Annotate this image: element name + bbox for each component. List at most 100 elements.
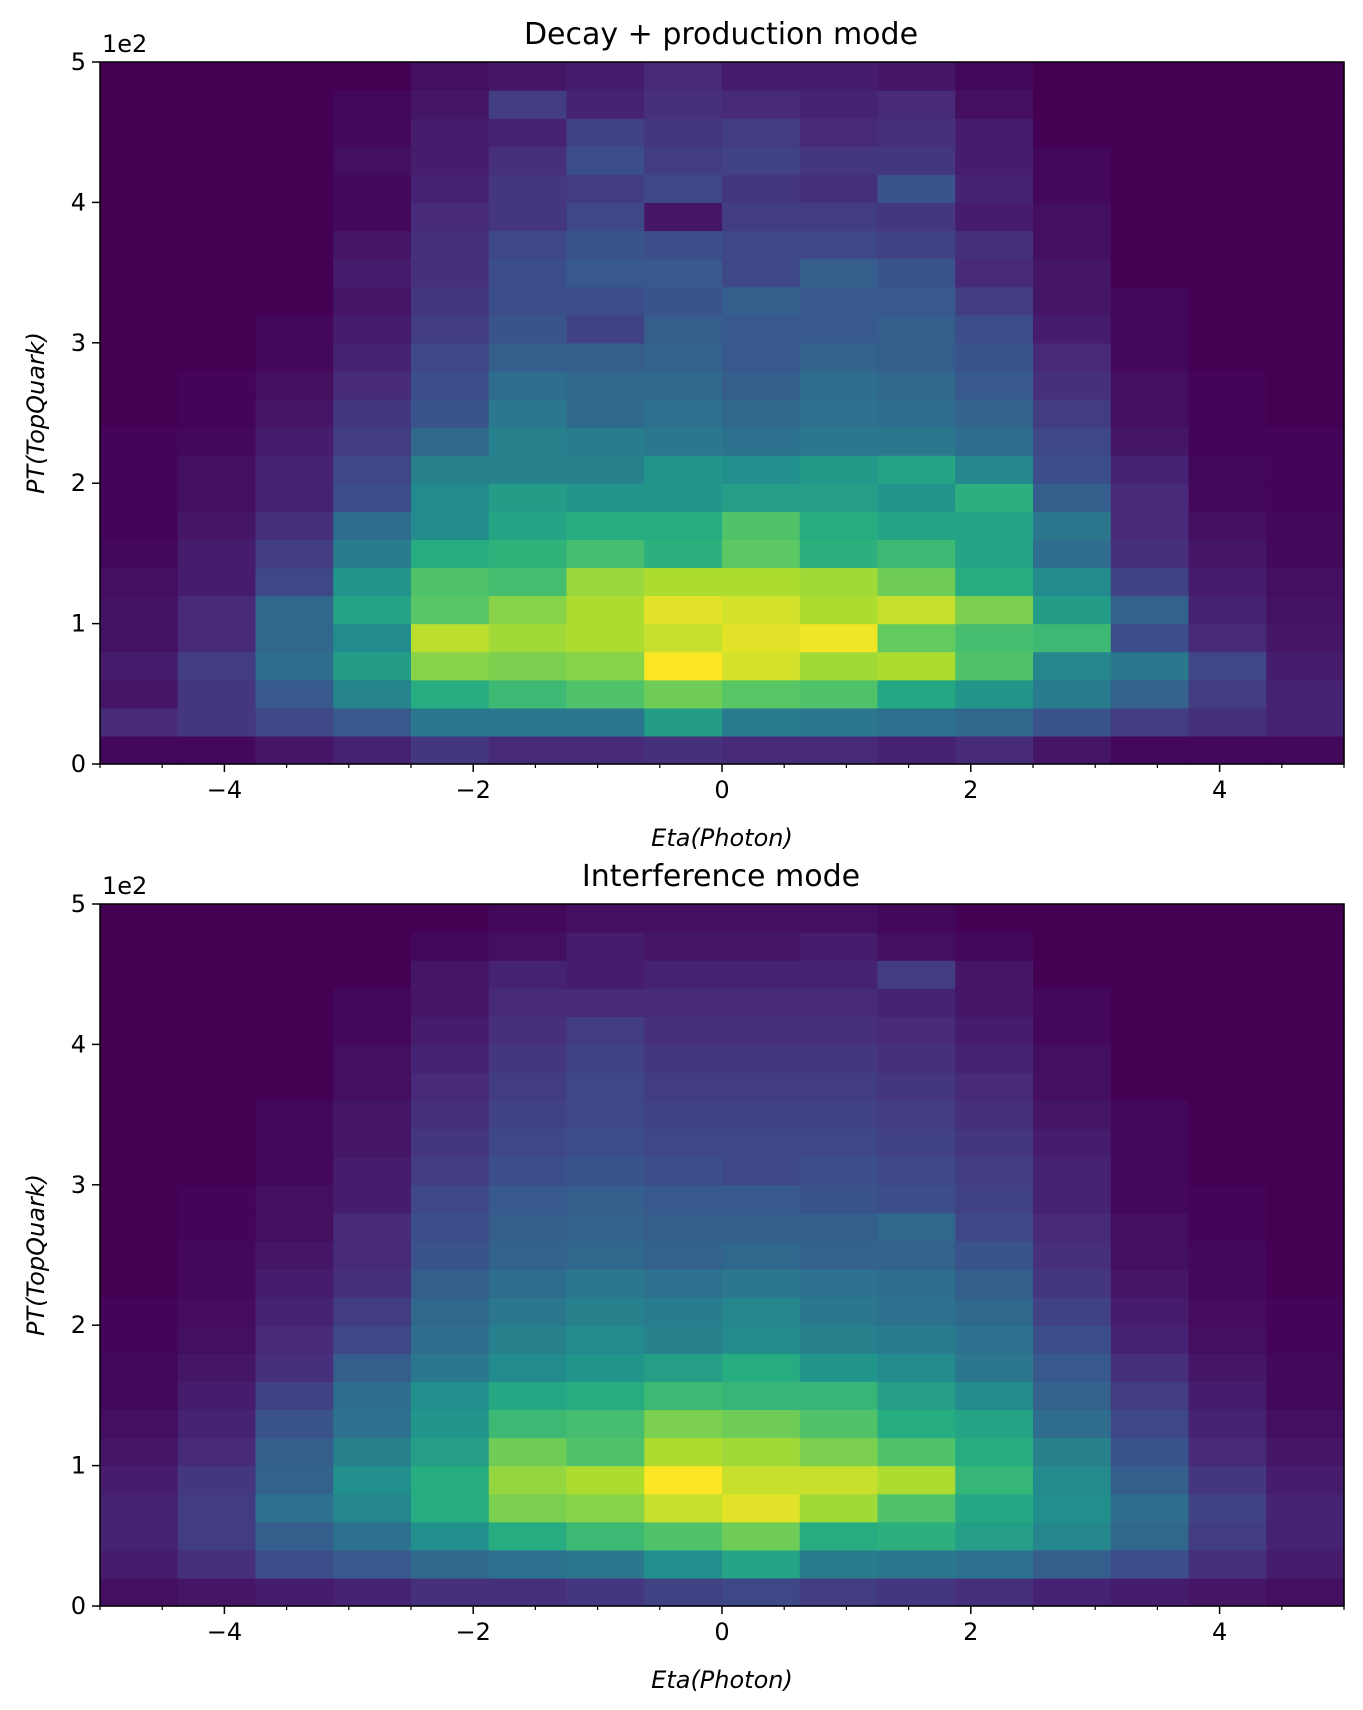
heatmap-cell (877, 960, 956, 989)
heatmap-cell (566, 1465, 645, 1495)
heatmap-cell (100, 539, 179, 569)
heatmap-cell (488, 735, 568, 765)
heatmap-cell (255, 1409, 334, 1439)
heatmap-cell (799, 286, 879, 316)
heatmap-cell (333, 146, 412, 175)
heatmap-cell (1188, 174, 1267, 203)
heatmap-cell (411, 539, 490, 569)
heatmap-cell (722, 1184, 801, 1214)
heatmap-cell (1188, 286, 1267, 316)
heatmap-cell (177, 1240, 257, 1270)
heatmap-cell (566, 651, 645, 681)
heatmap-cells (100, 62, 1345, 765)
heatmap-cell (411, 904, 490, 933)
heatmap-cell (255, 539, 334, 569)
heatmap-cell (177, 286, 257, 316)
heatmap-cell (411, 511, 490, 540)
heatmap-cell (722, 62, 801, 91)
heatmap-cell (333, 427, 412, 456)
heatmap-cell (566, 1128, 645, 1158)
heatmap-cell (799, 651, 879, 681)
heatmap-cell (644, 1353, 723, 1382)
heatmap-cell (877, 286, 956, 316)
heatmap-cell (644, 118, 723, 147)
heatmap-cell (100, 1297, 179, 1326)
heatmap-cell (333, 1325, 412, 1354)
heatmap-cell (488, 90, 568, 119)
heatmap-cell (411, 1044, 490, 1074)
heatmap-cell (1033, 735, 1112, 765)
heatmap-cell (1266, 398, 1345, 428)
heatmap-cell (1188, 511, 1267, 540)
heatmap-cell (1110, 1016, 1190, 1045)
heatmap-cell (1033, 1549, 1112, 1579)
heatmap-cell (411, 1521, 490, 1551)
heatmap-cell (488, 1156, 568, 1186)
heatmap-cell (722, 1493, 801, 1523)
heatmap-cell (488, 707, 568, 737)
heatmap-cell (177, 539, 257, 569)
heatmap-cell (488, 1297, 568, 1326)
heatmap-cell (644, 1128, 723, 1158)
heatmap-cell (488, 1521, 568, 1551)
heatmap-cell (1110, 483, 1190, 512)
heatmap-cell (100, 511, 179, 540)
heatmap-cell (877, 904, 956, 933)
heatmap-cell (877, 1016, 956, 1045)
heatmap-cell (1033, 1269, 1112, 1298)
heatmap-cell (488, 595, 568, 625)
heatmap-cell (1266, 567, 1345, 597)
heatmap-cell (333, 651, 412, 681)
heatmap-cell (799, 1269, 879, 1298)
heatmap-cell (411, 707, 490, 737)
heatmap-cell (877, 1325, 956, 1354)
heatmap-cell (1266, 623, 1345, 653)
heatmap-cell (255, 1437, 334, 1467)
heatmap-cell (100, 398, 179, 428)
heatmap-cell (1266, 286, 1345, 316)
heatmap-cell (333, 1353, 412, 1382)
heatmap-cell (644, 398, 723, 428)
heatmap-cell (566, 1409, 645, 1439)
heatmap-cell (255, 595, 334, 625)
heatmap-cell (1110, 146, 1190, 175)
heatmap-cell (566, 1521, 645, 1551)
heatmap-cell (333, 1240, 412, 1270)
heatmap-cell (644, 174, 723, 203)
heatmap-cell (411, 567, 490, 597)
heatmap-cell (722, 511, 801, 540)
heatmap-cell (411, 1577, 490, 1607)
heatmap-cell (566, 1100, 645, 1130)
heatmap-cell (177, 174, 257, 203)
heatmap-cell (411, 1297, 490, 1326)
heatmap-cell (177, 1381, 257, 1411)
heatmap-cell (799, 1381, 879, 1411)
heatmap-cell (799, 230, 879, 260)
heatmap-cell (177, 62, 257, 91)
heatmap-cell (722, 455, 801, 484)
heatmap-cell (644, 342, 723, 372)
heatmap-cell (1033, 258, 1112, 288)
heatmap-cell (1033, 1016, 1112, 1045)
heatmap-cell (1110, 1156, 1190, 1186)
x-tick-label: 4 (1212, 1618, 1227, 1646)
heatmap-cell (877, 1297, 956, 1326)
y-tick-label: 5 (71, 48, 86, 76)
heatmap-cell (1188, 370, 1267, 400)
heatmap-cell (488, 1493, 568, 1523)
heatmap-cell (955, 370, 1034, 400)
heatmap-cell (1266, 146, 1345, 175)
heatmap-cell (644, 623, 723, 653)
heatmap-cell (177, 511, 257, 540)
heatmap-cell (1266, 707, 1345, 737)
heatmap-cell (333, 539, 412, 569)
heatmap-cell (955, 1128, 1034, 1158)
heatmap-cell (255, 286, 334, 316)
heatmap-cell (100, 1577, 179, 1607)
heatmap-cell (877, 1493, 956, 1523)
y-tick-label: 5 (71, 890, 86, 918)
heatmap-cell (722, 398, 801, 428)
y-tick-label: 1 (71, 610, 86, 638)
heatmap-cell (799, 483, 879, 512)
heatmap-cell (255, 623, 334, 653)
